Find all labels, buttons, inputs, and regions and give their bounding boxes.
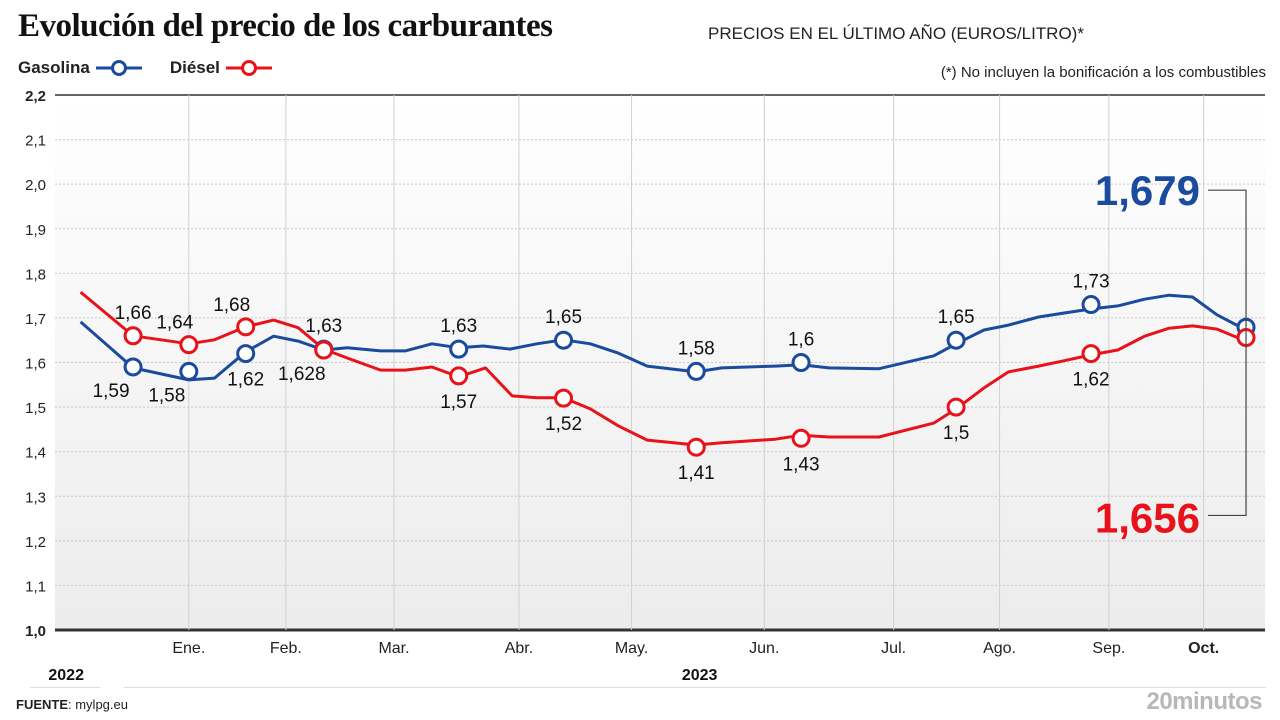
x-tick-label: Jul. [881,640,906,657]
data-point-gasolina [946,330,966,350]
data-point-diesel [179,335,199,355]
x-tick-label: Mar. [378,640,409,657]
y-tick-label: 2,0 [25,177,46,194]
data-label-gasolina: 1,58 [678,338,715,359]
data-labels: 1,59 1,58 1,62 1,63 1,63 1,65 1,58 1,6 1,65 1,73 1… [93,272,1110,485]
data-point-gasolina [236,344,256,364]
source-note: FUENTE: mylpg.eu [16,697,128,712]
x-tick-label: Sep. [1092,640,1125,657]
series-markers [123,295,1256,457]
data-label-gasolina: 1,58 [148,385,185,406]
brand-logo: 20minutos [1146,688,1262,715]
data-label-diesel: 1,5 [943,423,969,444]
data-point-diesel [554,388,574,408]
data-label-gasolina: 1,63 [440,316,477,337]
data-label-gasolina: 1,65 [938,307,975,328]
y-axis: 2,2 2,1 2,0 1,9 1,8 1,7 1,6 1,5 1,4 1,3 1,2 1,1 1,0 [25,88,46,640]
data-label-diesel: 1,68 [213,295,250,316]
y-tick-label: 2,1 [25,133,46,150]
legend-item-gasolina: Gasolina [18,58,142,78]
y-tick-label: 1,5 [25,400,46,417]
data-point-diesel [686,437,706,457]
footer-divider-left [30,687,100,688]
footer-divider [124,687,1266,688]
chart-title: Evolución del precio de los carburantes [18,8,553,44]
x-axis: Ene. Feb. Mar. Abr. May. Jun. Jul. Ago. Sep. Oct.… [48,640,1219,684]
legend: Gasolina Diésel [18,58,300,78]
source-value: : mylpg.eu [68,697,128,712]
series-line-gasolina [79,293,1247,382]
data-label-gasolina: 1,73 [1073,272,1110,293]
legend-label-diesel: Diésel [169,58,220,77]
data-label-gasolina: 1,6 [788,330,814,351]
x-tick-label: Abr. [505,640,533,657]
y-tick-label: 1,8 [25,266,46,283]
data-point-gasolina [1081,295,1101,315]
data-point-diesel [1081,344,1101,364]
data-label-diesel: 1,41 [678,463,715,484]
y-tick-label: 1,6 [25,356,46,373]
data-point-gasolina [686,361,706,381]
series-line-diesel [79,290,1247,447]
data-label-diesel: 1,43 [783,454,820,475]
x-tick-label: Oct. [1188,640,1219,657]
x-tick-label: May. [615,640,648,657]
data-label-diesel: 1,64 [156,313,193,334]
data-label-diesel: 1,52 [545,414,582,435]
data-point-gasolina [179,361,199,381]
y-tick-label: 1,0 [25,623,46,640]
data-label-gasolina: 1,65 [545,307,582,328]
year-label: 2022 [48,667,84,684]
grid [55,94,1265,632]
chart-subtitle: PRECIOS EN EL ÚLTIMO AÑO (EUROS/LITRO)* [708,24,1084,43]
gasolina-line-marker-icon [95,60,142,76]
x-tick-label: Ene. [172,640,205,657]
data-label-gasolina: 1,63 [305,316,342,337]
callout-bracket [1208,189,1247,517]
x-tick-label: Feb. [270,640,302,657]
legend-item-diesel: Diésel [170,58,272,78]
data-point-diesel [449,366,469,386]
x-tick-label: Jun. [749,640,779,657]
data-label-gasolina: 1,62 [227,370,264,391]
y-tick-label: 1,7 [25,311,46,328]
data-label-diesel: 1,628 [278,364,326,385]
legend-label-gasolina: Gasolina [18,58,90,77]
year-label: 2023 [682,667,718,684]
data-label-gasolina: 1,59 [93,381,130,402]
source-label: FUENTE [16,697,68,712]
diesel-line-marker-icon [225,60,272,76]
data-label-diesel: 1,62 [1073,370,1110,391]
x-tick-label: Ago. [983,640,1016,657]
y-tick-label: 1,2 [25,534,46,551]
data-point-diesel [946,397,966,417]
series-lines [79,290,1247,447]
callout-value-diesel: 1,656 [1095,494,1200,541]
data-point-diesel [314,340,334,360]
y-tick-label: 1,3 [25,489,46,506]
month-gridlines [188,95,1205,630]
data-point-diesel [791,428,811,448]
data-point-gasolina [554,330,574,350]
data-label-diesel: 1,57 [440,392,477,413]
data-point-diesel [123,326,143,346]
data-point-gasolina [791,353,811,372]
y-tick-label: 2,2 [25,88,46,105]
data-point-gasolina [449,339,469,359]
data-point-gasolina [123,357,143,377]
data-point-diesel [236,317,256,337]
footnote: (*) No incluyen la bonificación a los co… [940,64,1266,81]
y-tick-label: 1,4 [25,445,46,462]
data-label-diesel: 1,66 [115,303,152,324]
callout-value-gasolina: 1,679 [1095,167,1200,214]
y-tick-label: 1,1 [25,578,46,595]
callouts: 1,679 1,656 [1095,167,1247,541]
y-tick-label: 1,9 [25,222,46,239]
